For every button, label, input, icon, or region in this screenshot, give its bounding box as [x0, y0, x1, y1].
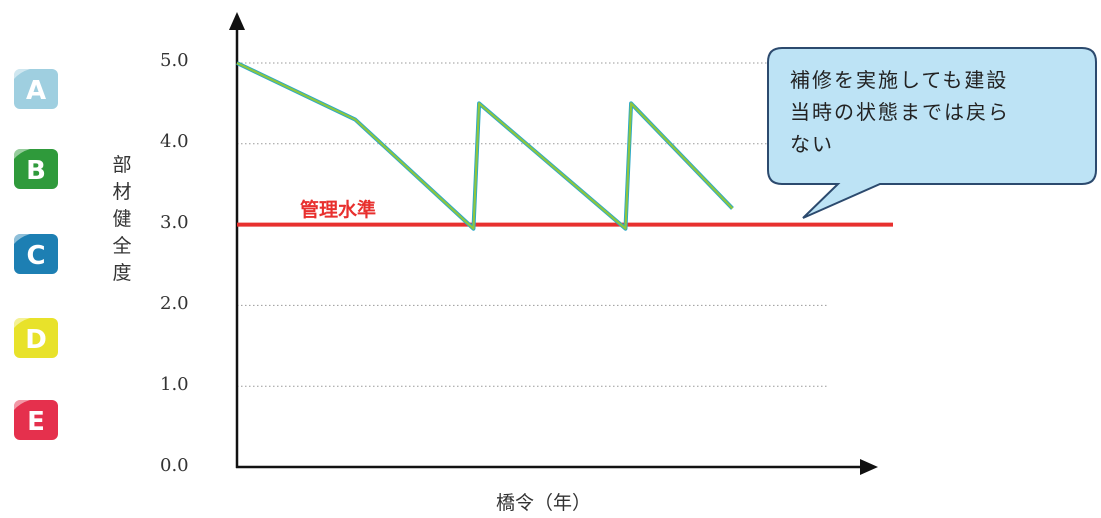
y-tick-label: 2.0: [160, 293, 189, 314]
grade-a-icon: A: [10, 66, 64, 112]
callout-text: 補修を実施しても建設 当時の状態までは戻ら ない: [790, 64, 1080, 160]
y-tick-label: 4.0: [160, 131, 189, 152]
grade-b-icon: B: [10, 146, 64, 192]
y-tick-label: 3.0: [160, 212, 189, 233]
x-axis-arrow-icon: [860, 459, 878, 475]
grade-c-icon: C: [10, 231, 64, 277]
grade-e-letter: E: [27, 407, 45, 437]
callout-line: 当時の状態までは戻ら: [790, 100, 1010, 124]
y-tick-label: 5.0: [160, 50, 189, 71]
y-axis-arrow-icon: [229, 12, 245, 30]
callout-line: 補修を実施しても建設: [790, 68, 1009, 92]
grade-d-letter: D: [25, 325, 47, 355]
y-axis-label-char: 健: [112, 208, 132, 230]
grade-e-icon: E: [10, 397, 64, 443]
callout-line: ない: [790, 132, 834, 156]
grade-c-letter: C: [26, 241, 45, 271]
grade-d-icon: D: [10, 315, 64, 361]
grade-b-letter: B: [26, 156, 46, 186]
y-tick-label: 1.0: [160, 374, 189, 395]
y-axis-label-char: 材: [112, 181, 132, 203]
grade-a-letter: A: [26, 76, 46, 106]
callout-bubble: [767, 47, 1097, 219]
y-tick-label: 0.0: [160, 455, 189, 476]
management-level-label: 管理水準: [300, 199, 377, 221]
series-line: [236, 62, 734, 230]
y-axis-label-char: 全: [112, 235, 132, 257]
y-axis-label-char: 度: [112, 262, 132, 284]
y-axis-label-char: 部: [112, 154, 132, 176]
x-axis-label: 橋令（年）: [496, 492, 592, 514]
